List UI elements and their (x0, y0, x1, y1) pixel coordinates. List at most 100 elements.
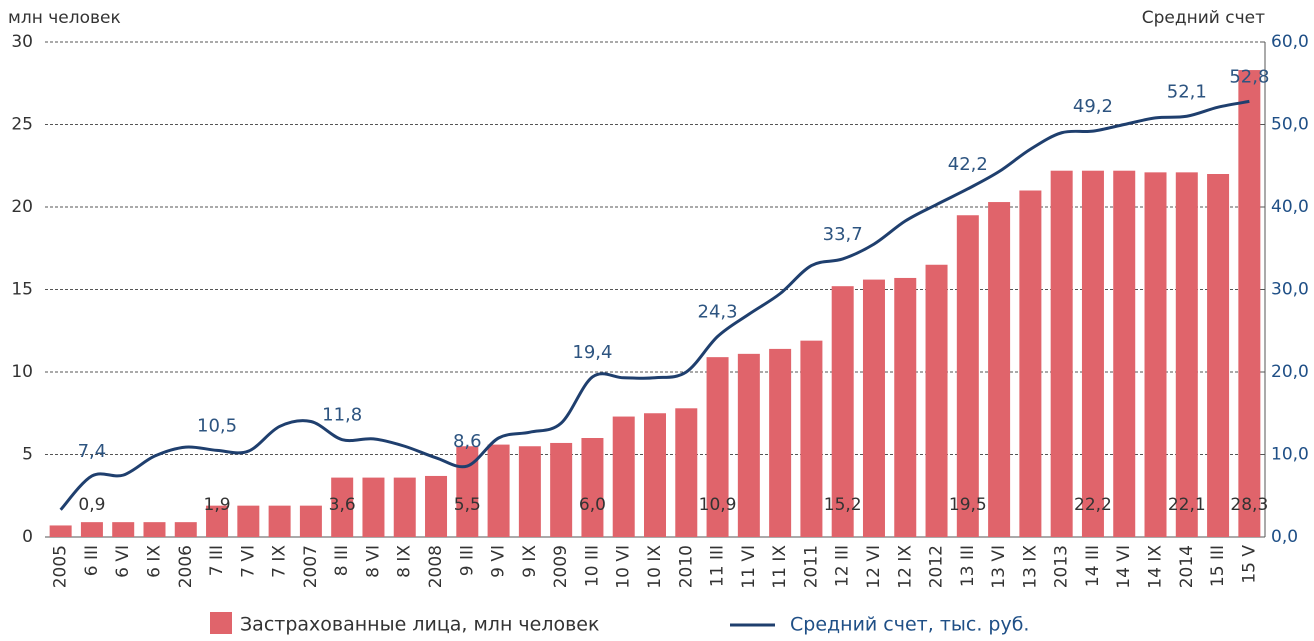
bar (49, 525, 72, 537)
bar (206, 505, 229, 537)
x-tick-label: 13 IX (1020, 545, 1040, 589)
x-tick-label: 2007 (301, 545, 321, 588)
bar (925, 264, 948, 537)
bar (112, 522, 135, 537)
bar (487, 444, 510, 537)
x-tick-label: 12 IX (895, 545, 915, 589)
bar (956, 215, 979, 537)
bar (143, 522, 166, 537)
x-tick-label: 6 III (82, 545, 102, 576)
bar-value-label: 5,5 (454, 495, 481, 515)
x-tick-label: 10 III (582, 545, 602, 587)
y-tick-label: 10 (11, 362, 33, 382)
y2-tick-label: 50,0 (1271, 115, 1309, 135)
bar (706, 357, 729, 537)
bar (675, 408, 698, 537)
bar (581, 438, 604, 537)
x-tick-label: 7 IX (270, 545, 290, 578)
y-tick-label: 0 (22, 527, 33, 547)
bar (800, 340, 823, 537)
y-tick-label: 20 (11, 197, 33, 217)
x-tick-label: 14 VI (1114, 545, 1134, 589)
bar (456, 446, 479, 537)
bar (550, 442, 573, 537)
bar (1113, 170, 1136, 537)
bar (769, 348, 792, 537)
bar (1207, 174, 1230, 537)
y-axis-title: млн человек (8, 8, 121, 28)
line-value-label: 33,7 (823, 224, 863, 245)
x-tick-label: 2013 (1052, 545, 1072, 588)
bar (174, 522, 197, 537)
bar (988, 202, 1011, 538)
x-tick-label: 2006 (176, 545, 196, 588)
y2-tick-label: 20,0 (1271, 362, 1309, 382)
x-tick-label: 15 III (1208, 545, 1228, 587)
line (59, 99, 1250, 511)
x-tick-label: 10 VI (614, 545, 634, 589)
bar (1050, 170, 1073, 537)
x-tick-label: 11 III (708, 545, 728, 587)
bar (1144, 172, 1167, 537)
x-tick-label: 12 III (833, 545, 853, 587)
bar (1081, 170, 1104, 537)
bar (393, 477, 416, 537)
x-tick-label: 13 VI (989, 545, 1009, 589)
x-tick-label: 2010 (676, 545, 696, 588)
bar (518, 446, 541, 537)
line-value-label: 24,3 (698, 302, 738, 323)
y2-tick-label: 0,0 (1271, 527, 1298, 547)
x-tick-label: 2009 (551, 545, 571, 588)
x-tick-label: 15 V (1239, 545, 1259, 584)
line-value-label: 52,8 (1229, 66, 1269, 87)
bar-value-label: 0,9 (78, 495, 105, 515)
y-tick-label: 30 (11, 32, 33, 52)
x-tick-label: 8 VI (363, 545, 383, 578)
x-tick-label: 14 IX (1146, 545, 1166, 589)
x-tick-label: 2005 (51, 545, 71, 588)
legend-swatch-bar (210, 612, 232, 634)
bar (1175, 172, 1198, 537)
x-tick-label: 8 IX (395, 545, 415, 578)
y2-tick-label: 40,0 (1271, 197, 1309, 217)
x-tick-label: 6 IX (144, 545, 164, 578)
legend-label: Застрахованные лица, млн человек (240, 614, 599, 636)
bar (80, 522, 103, 537)
bar (831, 286, 854, 537)
bar-value-label: 3,6 (329, 495, 356, 515)
bar (1019, 190, 1042, 537)
bar (237, 505, 260, 537)
line-value-label: 49,2 (1073, 96, 1113, 117)
legend-label: Средний счет, тыс. руб. (790, 614, 1029, 636)
bar-value-label: 28,3 (1230, 495, 1268, 515)
x-tick-label: 9 IX (520, 545, 540, 578)
bar (612, 416, 635, 537)
bar (331, 477, 354, 537)
y2-tick-label: 30,0 (1271, 280, 1309, 300)
line-value-label: 52,1 (1167, 81, 1207, 102)
bar-value-label: 15,2 (824, 495, 862, 515)
bar (268, 505, 291, 537)
line-value-label: 11,8 (322, 405, 362, 426)
bar (894, 277, 917, 537)
x-tick-label: 8 III (332, 545, 352, 576)
x-tick-label: 7 III (207, 545, 227, 576)
bar (425, 475, 448, 537)
x-tick-label: 2011 (801, 545, 821, 588)
bar-value-label: 10,9 (699, 495, 737, 515)
x-tick-label: 11 IX (770, 545, 790, 589)
y2-tick-label: 10,0 (1271, 445, 1309, 465)
bar-value-label: 6,0 (579, 495, 606, 515)
line-value-label: 8,6 (453, 431, 482, 452)
line-value-label: 19,4 (572, 342, 612, 363)
bar (1238, 70, 1261, 538)
bar-value-label: 22,2 (1074, 495, 1112, 515)
x-tick-label: 6 VI (113, 545, 133, 578)
x-tick-label: 9 III (457, 545, 477, 576)
x-tick-label: 10 IX (645, 545, 665, 589)
x-tick-label: 2008 (426, 545, 446, 588)
x-tick-label: 2012 (927, 545, 947, 588)
x-tick-label: 9 VI (489, 545, 509, 578)
y-tick-label: 25 (11, 115, 33, 135)
